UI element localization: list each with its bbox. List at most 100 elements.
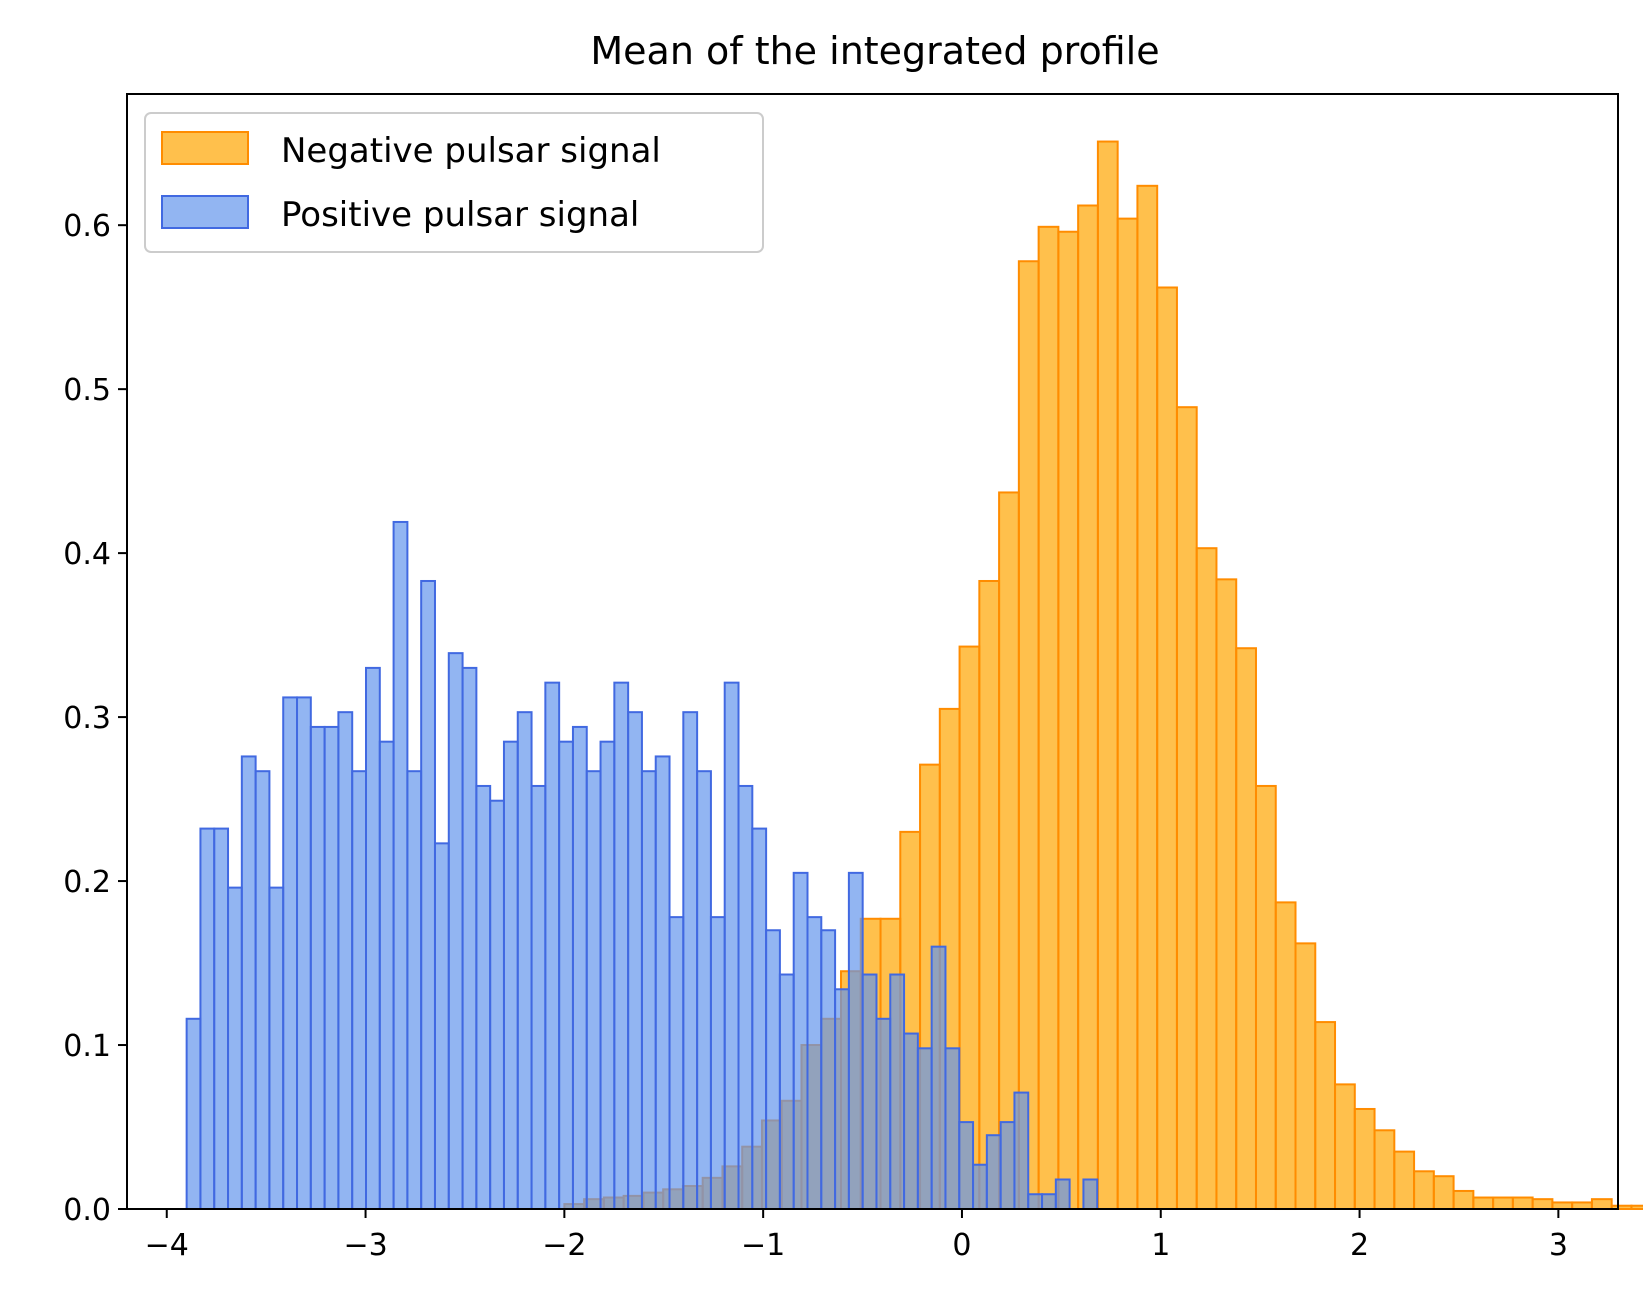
legend-box: [144, 112, 764, 253]
x-axis: −4 −3 −2 −1 0 1 2 3: [145, 1209, 1568, 1263]
positive-bar: [972, 1163, 988, 1210]
negative-series-bars: [563, 140, 1643, 1211]
positive-bar: [558, 740, 574, 1210]
positive-bar: [903, 1032, 919, 1211]
positive-bar: [378, 740, 395, 1210]
negative-bar: [1373, 1129, 1396, 1211]
positive-bar: [696, 770, 712, 1210]
y-tick-label: 0.4: [63, 537, 111, 572]
positive-bar: [433, 842, 450, 1210]
negative-bar: [1096, 140, 1119, 1210]
positive-bar: [309, 725, 326, 1210]
negative-bar: [1492, 1196, 1514, 1211]
y-tick-label: 0.6: [63, 209, 111, 244]
positive-bar: [709, 916, 726, 1210]
positive-bar: [530, 784, 547, 1211]
legend: Negative pulsar signal Positive pulsar s…: [144, 112, 764, 253]
negative-bar: [1590, 1198, 1613, 1211]
negative-bar: [1136, 184, 1159, 1210]
positive-bar: [861, 973, 878, 1211]
positive-bar: [282, 696, 299, 1210]
positive-bar: [834, 988, 850, 1211]
positive-bar: [337, 711, 354, 1210]
legend-label-negative: Negative pulsar signal: [281, 131, 661, 171]
positive-bar: [406, 770, 423, 1210]
positive-bar: [199, 827, 216, 1211]
positive-bar: [461, 666, 478, 1210]
chart-title: Mean of the integrated profile: [590, 29, 1159, 73]
positive-bar: [640, 770, 657, 1210]
x-tick-label: 0: [952, 1228, 971, 1263]
positive-bar: [475, 784, 492, 1211]
positive-bar: [765, 929, 781, 1210]
negative-bar: [1294, 942, 1317, 1210]
positive-bar: [613, 681, 630, 1210]
negative-bar: [1175, 406, 1198, 1210]
positive-bar: [723, 681, 740, 1210]
negative-bar: [1393, 1150, 1416, 1210]
positive-bar: [875, 1017, 892, 1210]
y-tick-label: 0.5: [63, 373, 111, 408]
negative-bar: [978, 579, 1001, 1210]
positive-bar: [1027, 1193, 1044, 1210]
negative-bar: [1254, 784, 1277, 1211]
positive-series-bars: [185, 520, 1099, 1211]
x-tick-label: 1: [1151, 1228, 1170, 1263]
x-tick-label: −4: [145, 1228, 189, 1263]
negative-bar: [1116, 217, 1139, 1210]
positive-bar: [323, 725, 340, 1210]
x-tick-label: 3: [1549, 1228, 1568, 1263]
positive-bar: [944, 1047, 961, 1211]
negative-bar: [1511, 1196, 1534, 1211]
positive-bar: [296, 696, 312, 1210]
negative-bar: [1452, 1189, 1475, 1210]
negative-bar: [1274, 901, 1297, 1211]
y-tick-label: 0.1: [63, 1029, 111, 1064]
plot-area-frame: [126, 93, 1619, 1210]
negative-bar: [1630, 1204, 1643, 1210]
positive-bar: [1054, 1178, 1071, 1210]
positive-bar: [820, 929, 837, 1210]
positive-bar: [447, 652, 464, 1210]
positive-bar: [778, 973, 795, 1211]
y-tick-label: 0.3: [63, 701, 111, 736]
negative-bar: [1156, 286, 1178, 1210]
positive-bar: [185, 1017, 202, 1210]
positive-bar: [806, 916, 823, 1210]
positive-bar: [268, 886, 285, 1210]
positive-bar: [544, 681, 561, 1210]
y-tick-label: 0.0: [63, 1193, 111, 1228]
positive-bar: [571, 725, 588, 1210]
legend-swatch-negative: [161, 131, 249, 165]
negative-bar: [1057, 230, 1080, 1211]
negative-bar: [1353, 1107, 1376, 1210]
negative-bar: [1077, 204, 1099, 1210]
positive-bar: [751, 827, 768, 1211]
positive-bar: [392, 520, 409, 1210]
negative-bar: [1195, 547, 1218, 1210]
negative-bar: [1531, 1198, 1554, 1211]
x-tick-label: −3: [343, 1228, 387, 1263]
positive-bar: [627, 711, 643, 1210]
positive-bar: [516, 711, 533, 1210]
negative-bar: [1037, 225, 1060, 1210]
x-tick-label: 2: [1350, 1228, 1369, 1263]
legend-label-positive: Positive pulsar signal: [281, 195, 639, 235]
positive-bar: [847, 871, 864, 1210]
positive-bar: [502, 740, 519, 1210]
positive-bar: [916, 1047, 933, 1211]
positive-bar: [1041, 1193, 1057, 1210]
x-tick-label: −2: [542, 1228, 586, 1263]
positive-bar: [240, 755, 257, 1210]
positive-bar: [1082, 1178, 1099, 1210]
positive-bar: [227, 886, 243, 1210]
positive-bar: [213, 827, 230, 1211]
negative-bar: [1215, 578, 1238, 1210]
positive-bar: [737, 784, 754, 1211]
positive-bar: [999, 1121, 1016, 1210]
negative-bar: [1432, 1175, 1455, 1210]
positive-bar: [985, 1134, 1002, 1210]
negative-bar: [1235, 647, 1257, 1210]
positive-bar: [489, 799, 505, 1211]
positive-bar: [682, 711, 699, 1210]
